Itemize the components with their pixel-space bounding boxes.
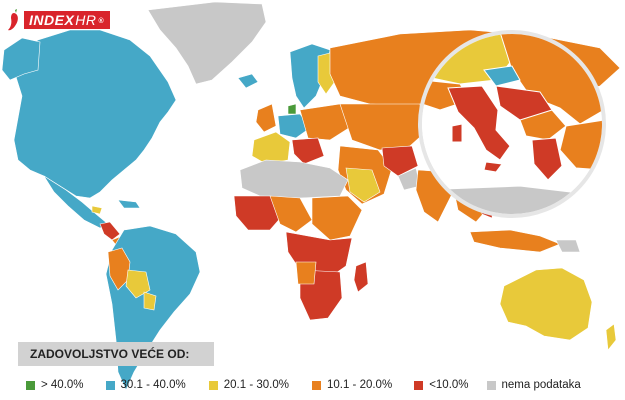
inset-central-europe [483, 65, 521, 87]
inset-zoom [418, 30, 606, 218]
legend-item-no-data: nema podataka [486, 379, 581, 391]
balkans [291, 137, 325, 165]
legend-swatch-10-20 [311, 380, 321, 390]
north-africa [239, 159, 349, 199]
caribbean [117, 199, 141, 209]
pepper-icon [8, 9, 18, 31]
legend-label-no-data: nema podataka [501, 379, 581, 391]
legend-label-under-10: <10.0% [429, 379, 469, 391]
madagascar [353, 261, 369, 293]
legend: > 40.0% 30.1 - 40.0% 20.1 - 30.0% 10.1 -… [26, 378, 581, 392]
new-zealand [605, 323, 617, 351]
brand-logo[interactable]: INDEX HR ® [6, 9, 111, 31]
legend-label-20-30: 20.1 - 30.0% [223, 379, 289, 391]
denmark [287, 103, 297, 115]
east-africa [311, 195, 363, 241]
iran-afghan [381, 145, 419, 177]
legend-title: ZADOVOLJSTVO VEĆE OD: [18, 342, 214, 366]
arabia [345, 167, 381, 203]
bolivia [125, 269, 151, 299]
brand-name: INDEX [29, 12, 75, 28]
central-america [99, 221, 121, 241]
caribbean-2 [91, 205, 103, 215]
legend-item-over-40: > 40.0% [26, 379, 84, 391]
legend-item-under-10: <10.0% [414, 379, 469, 391]
brand-registered-mark: ® [98, 18, 105, 25]
legend-swatch-over-40 [26, 380, 35, 390]
legend-label-over-40: > 40.0% [41, 379, 84, 391]
west-africa-2 [269, 195, 313, 233]
inset-sardinia [451, 123, 463, 143]
central-europe [277, 113, 311, 139]
legend-item-10-20: 10.1 - 20.0% [311, 379, 393, 391]
legend-item-20-30: 20.1 - 30.0% [208, 379, 289, 391]
brand-suffix: HR [75, 12, 97, 28]
legend-swatch-no-data [486, 380, 496, 390]
legend-swatch-under-10 [414, 380, 424, 390]
central-asia [339, 103, 431, 151]
iceland [237, 73, 259, 89]
alaska [1, 37, 41, 81]
inset-greece [531, 137, 563, 181]
indonesia [469, 229, 561, 253]
legend-swatch-30-40 [105, 380, 115, 390]
paraguay [143, 291, 157, 311]
legend-label-30-40: 30.1 - 40.0% [120, 379, 186, 391]
uk-ireland [255, 103, 277, 133]
png [555, 239, 581, 253]
inset-sicily [483, 161, 503, 173]
legend-item-30-40: 30.1 - 40.0% [105, 379, 186, 391]
australia [499, 267, 593, 341]
canada-usa [9, 29, 177, 199]
france-spain [251, 131, 291, 165]
southern-africa-2 [295, 261, 317, 285]
legend-label-10-20: 10.1 - 20.0% [326, 379, 393, 391]
greenland [147, 1, 267, 85]
brand-wordmark: INDEX HR ® [24, 11, 111, 29]
eastern-europe [299, 103, 353, 141]
inset-balkans-2 [519, 109, 567, 141]
legend-swatch-20-30 [208, 380, 218, 390]
inset-italy [447, 85, 511, 161]
